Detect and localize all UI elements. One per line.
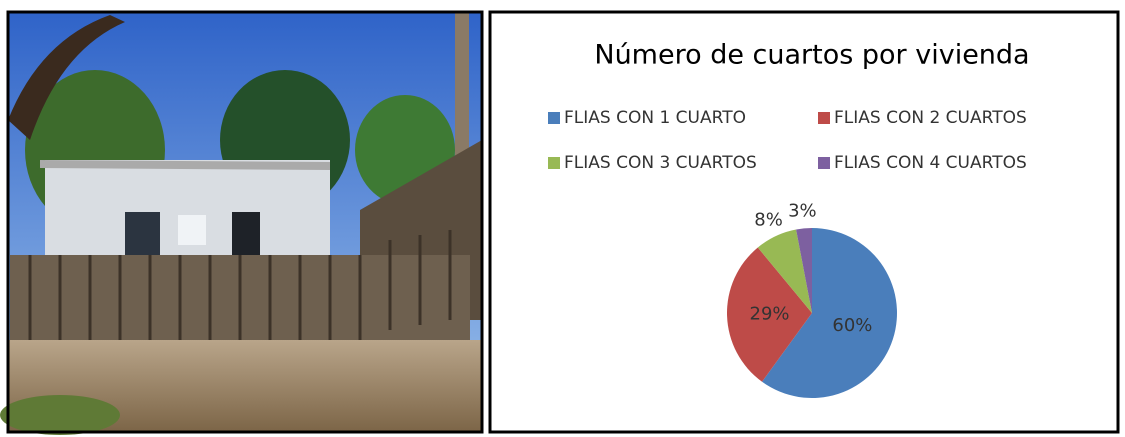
pie-slice — [727, 247, 812, 382]
legend-label: FLIAS CON 3 CUARTOS — [564, 153, 757, 173]
data-label: 29% — [750, 303, 790, 324]
data-label: 3% — [788, 200, 817, 221]
legend-label: FLIAS CON 4 CUARTOS — [834, 153, 1027, 173]
legend-swatch — [818, 112, 830, 124]
data-label: 60% — [832, 315, 872, 336]
pie-slice — [796, 228, 812, 313]
legend-swatch — [548, 157, 560, 169]
legend-label: FLIAS CON 1 CUARTO — [564, 108, 746, 128]
chart-panel: Número de cuartos por vivienda FLIAS CON… — [488, 10, 1120, 434]
pie-slice — [762, 228, 898, 398]
pie-slice — [757, 229, 812, 313]
legend-swatch — [548, 112, 560, 124]
data-label: 8% — [754, 210, 783, 231]
photo — [0, 10, 484, 435]
legend-swatch — [818, 157, 830, 169]
legend-label: FLIAS CON 2 CUARTOS — [834, 108, 1027, 128]
chart-title: Número de cuartos por vivienda — [594, 40, 1029, 71]
